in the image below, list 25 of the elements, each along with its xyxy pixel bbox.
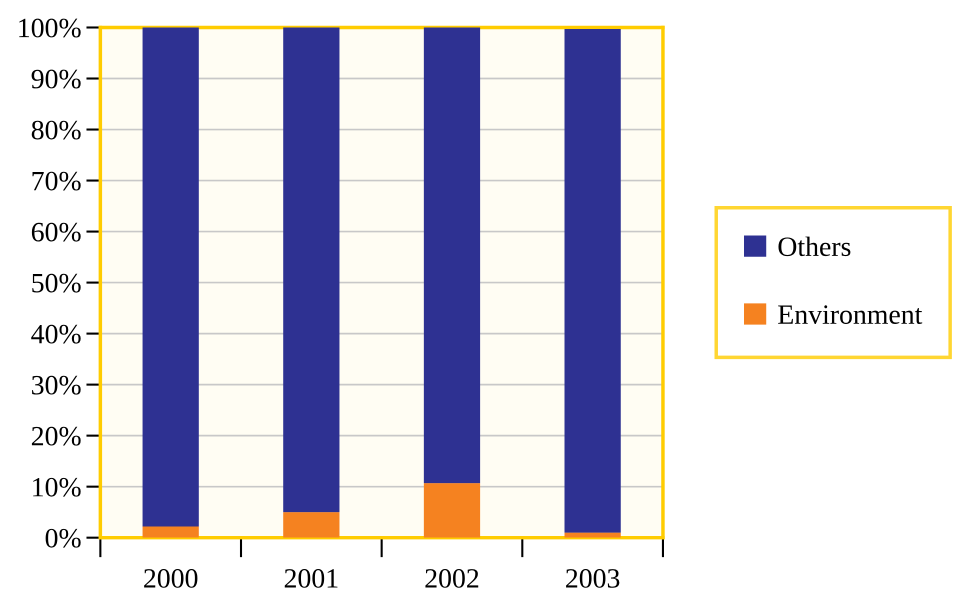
legend-label: Environment — [778, 305, 922, 324]
bar — [424, 27, 480, 484]
bar — [424, 483, 480, 538]
x-tick-label: 2002 — [425, 569, 478, 588]
y-tick-label: 40% — [31, 324, 81, 344]
y-tick-label: 70% — [32, 172, 81, 191]
y-tick-label: 100% — [19, 18, 81, 38]
y-tick-label: 50% — [32, 274, 81, 293]
y-tick-label: 10% — [33, 478, 81, 497]
x-tick-label: 2003 — [566, 569, 620, 588]
y-tick-label: 80% — [32, 120, 81, 140]
bar — [564, 532, 621, 538]
y-tick-label: 90% — [32, 70, 81, 89]
y-tick-label: 20% — [32, 426, 81, 446]
bar — [283, 27, 340, 512]
legend-label: Others — [778, 236, 850, 256]
y-tick-label: 30% — [32, 376, 81, 395]
x-tick-label: 2000 — [144, 569, 198, 588]
y-tick-label: 60% — [32, 222, 81, 242]
bar — [142, 526, 199, 538]
y-tick-label: 0% — [46, 528, 81, 548]
bar — [142, 27, 199, 526]
x-tick-label: 2001 — [284, 569, 338, 588]
bar — [564, 29, 621, 533]
bar — [283, 512, 340, 538]
